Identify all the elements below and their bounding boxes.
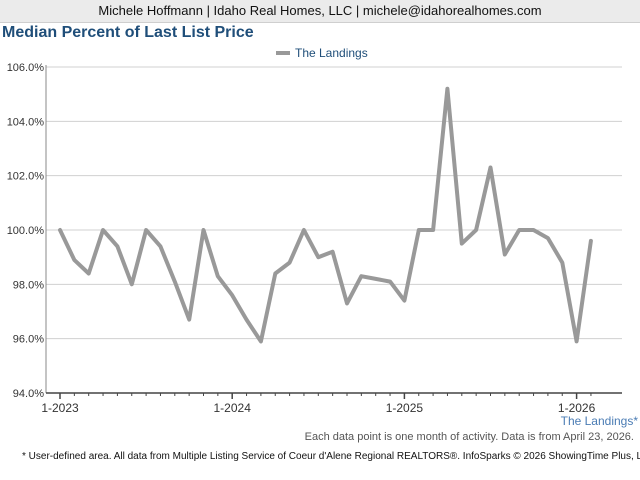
y-tick-label: 102.0% (7, 171, 45, 183)
y-tick-label: 106.0% (7, 62, 45, 74)
disclaimer-text: * User-defined area. All data from Multi… (22, 451, 640, 462)
series-line (58, 86, 593, 344)
x-tick-label: 1-2026 (558, 401, 596, 415)
y-tick-label: 100.0% (7, 225, 45, 237)
x-tick-label: 1-2023 (41, 401, 79, 415)
y-tick-label: 94.0% (13, 388, 44, 400)
legend-label: The Landings (295, 46, 368, 60)
x-tick-label: 1-2025 (386, 401, 424, 415)
y-tick-label: 98.0% (13, 279, 44, 291)
y-tick-label: 96.0% (13, 334, 44, 346)
chart-title: Median Percent of Last List Price (2, 24, 254, 41)
y-tick-label: 104.0% (7, 116, 45, 128)
header-bar: Michele Hoffmann | Idaho Real Homes, LLC… (0, 0, 640, 23)
x-tick-label: 1-2024 (214, 401, 252, 415)
header-contact-text: Michele Hoffmann | Idaho Real Homes, LLC… (98, 3, 542, 18)
series-area-label: The Landings* (560, 414, 638, 428)
data-footnote: Each data point is one month of activity… (304, 431, 634, 443)
